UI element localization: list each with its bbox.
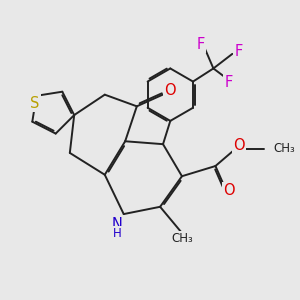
Text: CH₃: CH₃ (171, 232, 193, 245)
Text: O: O (233, 137, 244, 152)
Text: H: H (113, 227, 122, 240)
Text: O: O (164, 83, 176, 98)
Text: S: S (30, 96, 40, 111)
Text: F: F (235, 44, 243, 59)
Text: F: F (196, 37, 204, 52)
Text: F: F (224, 75, 233, 90)
Text: CH₃: CH₃ (274, 142, 296, 155)
Text: O: O (223, 183, 234, 198)
Text: N: N (112, 217, 123, 232)
